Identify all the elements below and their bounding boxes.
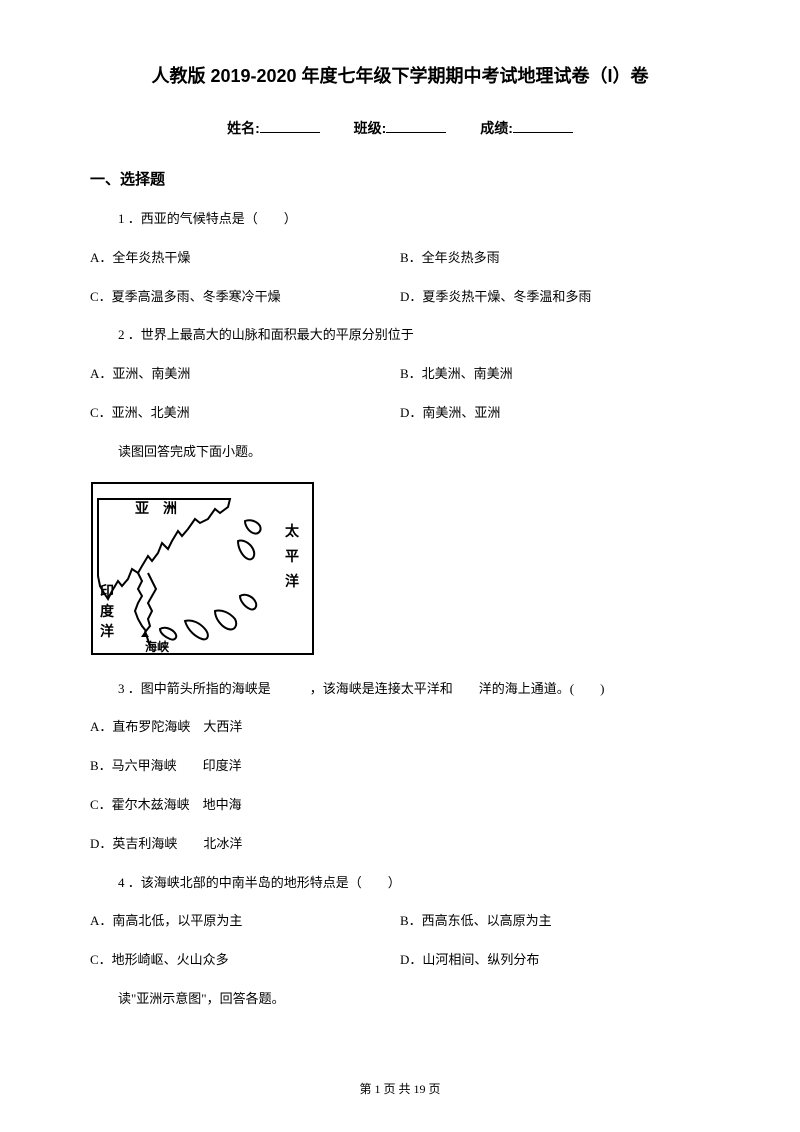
section-1-title: 一、选择题 bbox=[90, 168, 710, 189]
map-label-indian-2: 度 bbox=[100, 603, 115, 620]
class-label: 班级: bbox=[354, 120, 387, 136]
q2-option-b: B．北美洲、南美洲 bbox=[400, 364, 710, 385]
q2-options-row1: A．亚洲、南美洲 B．北美洲、南美洲 bbox=[90, 364, 710, 385]
q3-option-c: C．霍尔木兹海峡 地中海 bbox=[90, 795, 710, 816]
q4-option-a: A．南高北低，以平原为主 bbox=[90, 911, 400, 932]
q4-option-c: C．地形崎岖、火山众多 bbox=[90, 950, 400, 971]
q4-options-row1: A．南高北低，以平原为主 B．西高东低、以高原为主 bbox=[90, 911, 710, 932]
map-label-indian-1: 印 bbox=[100, 583, 114, 600]
map-label-indian-3: 洋 bbox=[100, 623, 114, 640]
q2-option-c: C．亚洲、北美洲 bbox=[90, 403, 400, 424]
question-2: 2 ．世界上最高大的山脉和面积最大的平原分别位于 bbox=[118, 325, 710, 346]
q4-option-b: B．西高东低、以高原为主 bbox=[400, 911, 710, 932]
q2-options-row2: C．亚洲、北美洲 D．南美洲、亚洲 bbox=[90, 403, 710, 424]
question-4: 4 ．该海峡北部的中南半岛的地形特点是（ ） bbox=[118, 873, 710, 894]
q2-option-a: A．亚洲、南美洲 bbox=[90, 364, 400, 385]
map-label-strait: 海峡 bbox=[145, 639, 169, 654]
q3-option-a: A．直布罗陀海峡 大西洋 bbox=[90, 717, 710, 738]
map-label-pacific-3: 洋 bbox=[285, 573, 299, 590]
q1-options-row2: C．夏季高温多雨、冬季寒冷干燥 D．夏季炎热干燥、冬季温和多雨 bbox=[90, 287, 710, 308]
exam-title: 人教版 2019-2020 年度七年级下学期期中考试地理试卷（I）卷 bbox=[90, 62, 710, 88]
q3-option-b: B．马六甲海峡 印度洋 bbox=[90, 756, 710, 777]
q3-option-d: D．英吉利海峡 北冰洋 bbox=[90, 834, 710, 855]
map-label-pacific-2: 平 bbox=[285, 549, 299, 565]
q1-option-c: C．夏季高温多雨、冬季寒冷干燥 bbox=[90, 287, 400, 308]
map-label-pacific-1: 太 bbox=[285, 523, 300, 540]
q1-option-b: B．全年炎热多雨 bbox=[400, 248, 710, 269]
name-label: 姓名: bbox=[227, 120, 260, 136]
q2-option-d: D．南美洲、亚洲 bbox=[400, 403, 710, 424]
q1-option-a: A．全年炎热干燥 bbox=[90, 248, 400, 269]
class-blank[interactable] bbox=[386, 132, 446, 133]
q1-options-row1: A．全年炎热干燥 B．全年炎热多雨 bbox=[90, 248, 710, 269]
score-blank[interactable] bbox=[513, 132, 573, 133]
map-label-asia: 亚 洲 bbox=[135, 501, 177, 517]
q4-options-row2: C．地形崎岖、火山众多 D．山河相间、纵列分布 bbox=[90, 950, 710, 971]
map-figure: 亚 洲 太 平 洋 印 度 洋 海峡 bbox=[90, 481, 710, 661]
instruction-1: 读图回答完成下面小题。 bbox=[118, 442, 710, 463]
student-info-line: 姓名: 班级: 成绩: bbox=[90, 118, 710, 138]
q1-option-d: D．夏季炎热干燥、冬季温和多雨 bbox=[400, 287, 710, 308]
question-1: 1 ．西亚的气候特点是（ ） bbox=[118, 209, 710, 230]
name-blank[interactable] bbox=[260, 132, 320, 133]
question-3: 3 ．图中箭头所指的海峡是 ，该海峡是连接太平洋和 洋的海上通道。( ) bbox=[118, 679, 710, 700]
page-footer: 第 1 页 共 19 页 bbox=[0, 1080, 800, 1097]
instruction-2: 读"亚洲示意图"，回答各题。 bbox=[118, 989, 710, 1010]
q4-option-d: D．山河相间、纵列分布 bbox=[400, 950, 710, 971]
score-label: 成绩: bbox=[480, 120, 513, 136]
